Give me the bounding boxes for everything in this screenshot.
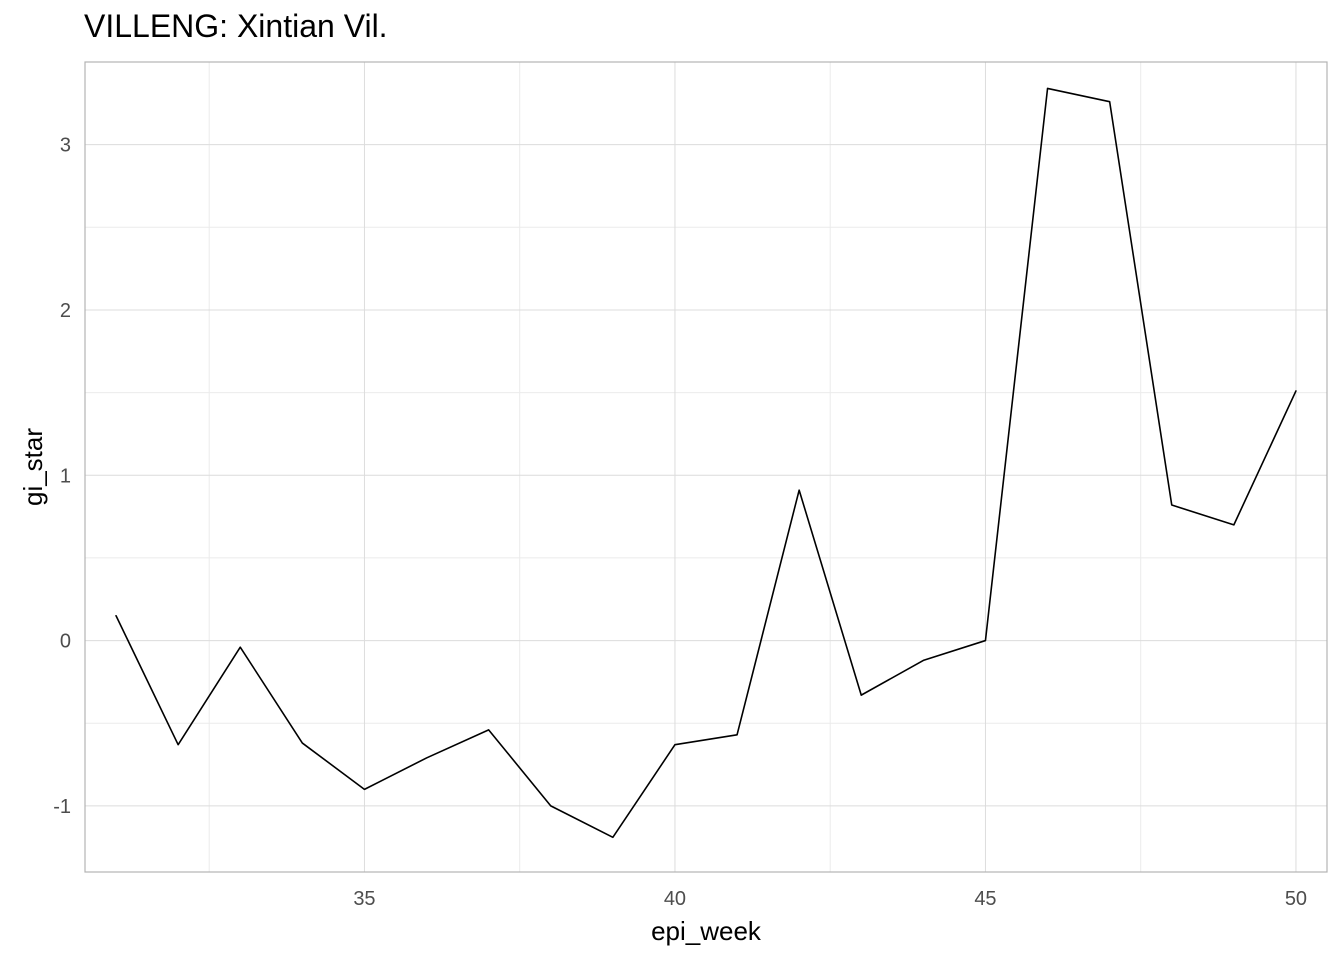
major-gridlines [85, 62, 1327, 872]
series-layer [115, 87, 1297, 839]
minor-gridlines [85, 62, 1327, 872]
y-tick-label: 3 [60, 135, 71, 157]
x-tick-label: 50 [1285, 888, 1307, 910]
x-axis-tick-labels: 35 40 45 50 [353, 888, 1307, 910]
series-line [115, 87, 1297, 839]
x-axis-title: epi_week [651, 916, 762, 946]
y-axis-tick-labels: -1 0 1 2 3 [53, 135, 71, 818]
y-tick-label: 1 [60, 465, 71, 487]
panel-border [84, 61, 1328, 873]
x-tick-label: 40 [664, 888, 686, 910]
x-tick-label: 45 [974, 888, 996, 910]
chart-title: VILLENG: Xintian Vil. [84, 8, 388, 44]
plot-panel [84, 61, 1328, 873]
y-tick-label: 2 [60, 300, 71, 322]
y-axis-title: gi_star [18, 428, 48, 506]
y-tick-label: -1 [53, 796, 71, 818]
x-tick-label: 35 [353, 888, 375, 910]
y-tick-label: 0 [60, 631, 71, 653]
